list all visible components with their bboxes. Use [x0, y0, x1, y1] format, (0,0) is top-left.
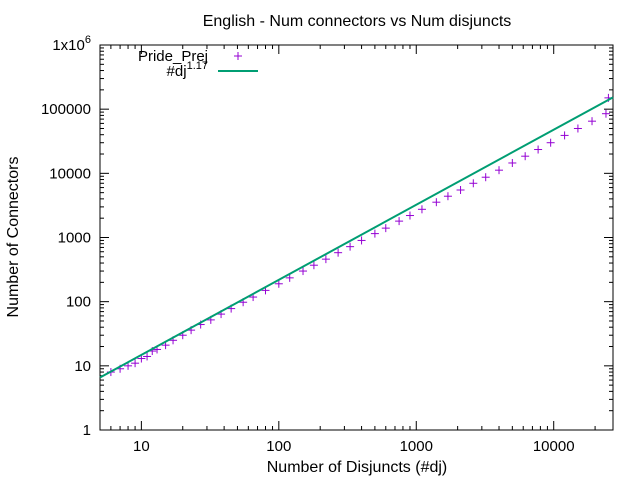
legend: Pride_Prej #dj1.17: [138, 48, 258, 80]
y-tick-label-exp: 6: [85, 34, 91, 46]
data-point: [357, 236, 366, 245]
data-point: [534, 145, 543, 154]
data-point: [417, 205, 426, 214]
x-tick-label: 10000: [533, 438, 575, 455]
data-point: [495, 166, 504, 175]
y-tick-label: 10: [74, 358, 91, 375]
y-tick-label: 1000: [58, 230, 91, 247]
y-tick-label-base: 1x10: [52, 37, 85, 54]
y-axis-label: Number of Connectors: [5, 157, 22, 318]
x-tick-labels: 10 100 1000 10000: [133, 438, 575, 455]
fit-line: [99, 96, 614, 379]
y-tick-label: 1: [83, 422, 91, 439]
data-point: [395, 217, 404, 226]
data-point: [321, 255, 330, 264]
data-point: [521, 152, 530, 161]
y-tick-label: 100: [66, 294, 91, 311]
y-tick-label: 10000: [49, 165, 91, 182]
data-point: [601, 109, 610, 118]
y-tick-labels: 1 10 100 1000 10000 100000 1x106: [41, 34, 91, 439]
scatter-points: [106, 93, 613, 377]
data-point: [588, 117, 597, 126]
data-point: [405, 211, 414, 220]
x-axis-label: Number of Disjuncts (#dj): [267, 459, 448, 476]
data-point: [443, 192, 452, 201]
data-point: [285, 273, 294, 282]
data-point: [370, 229, 379, 238]
data-point: [143, 352, 152, 361]
data-point: [381, 224, 390, 233]
axis-ticks: [99, 44, 613, 431]
x-tick-label: 100: [266, 438, 291, 455]
legend-label-pride-prej: Pride_Prej: [138, 48, 208, 65]
y-tick-label: 1x106: [52, 34, 91, 54]
data-point: [274, 279, 283, 288]
data-point: [432, 198, 441, 207]
x-tick-label: 1000: [400, 438, 433, 455]
data-point: [560, 131, 569, 140]
legend-marker-plus: [234, 52, 242, 60]
data-point: [573, 124, 582, 133]
data-point: [346, 242, 355, 251]
data-point: [299, 267, 308, 276]
data-point: [546, 138, 555, 147]
chart-title: English - Num connectors vs Num disjunct…: [203, 13, 512, 30]
data-point: [481, 173, 490, 182]
legend-label-fit: #dj1.17: [167, 60, 208, 80]
data-point: [131, 359, 140, 368]
y-tick-label: 100000: [41, 101, 91, 118]
data-point: [469, 179, 478, 188]
data-point: [456, 185, 465, 194]
data-point: [309, 261, 318, 270]
legend-plus-marker: [234, 52, 242, 60]
data-point: [508, 158, 517, 167]
x-tick-label: 10: [133, 438, 150, 455]
data-point: [334, 248, 343, 257]
